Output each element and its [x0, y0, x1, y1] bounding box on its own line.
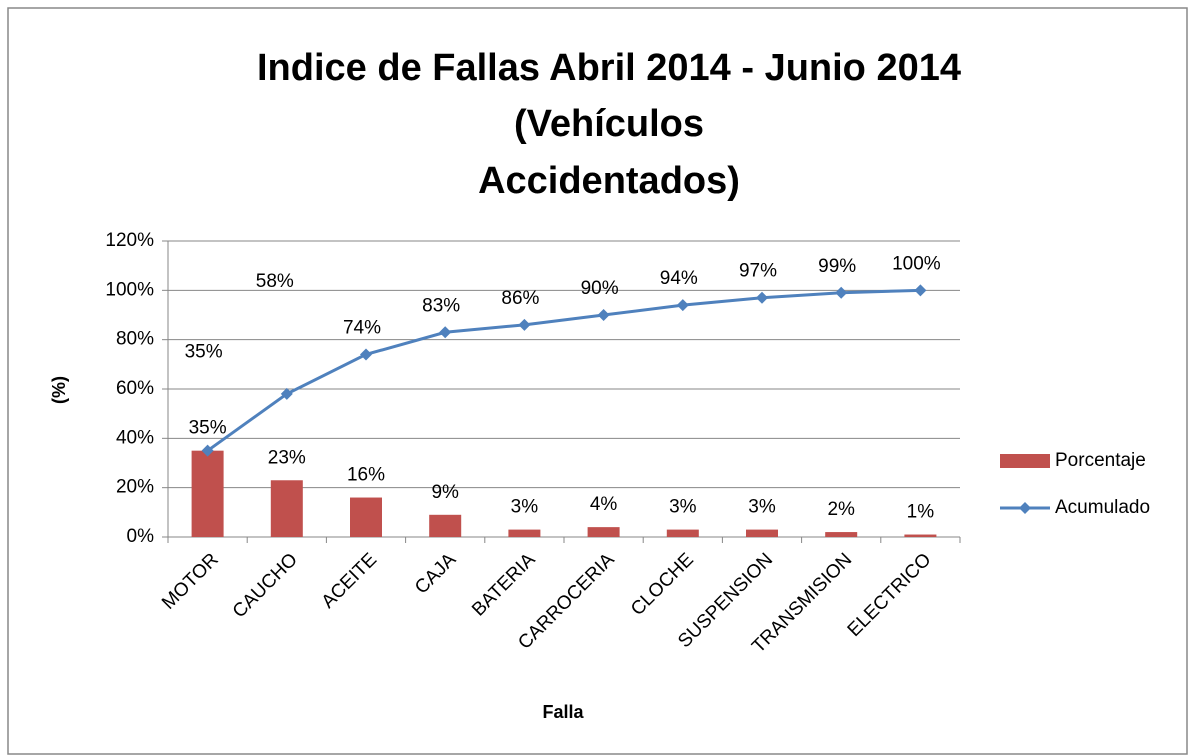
- line-marker: [597, 309, 610, 321]
- data-label: 1%: [907, 502, 935, 523]
- x-axis-title: Falla: [542, 702, 584, 722]
- line-marker: [756, 291, 768, 304]
- y-tick-label: 80%: [116, 329, 154, 350]
- legend-swatch: [1019, 502, 1031, 514]
- data-label: 94%: [660, 268, 698, 289]
- bar: [270, 480, 303, 537]
- y-tick-label: 40%: [116, 427, 154, 448]
- line-marker: [835, 286, 848, 299]
- data-label: 3%: [511, 497, 539, 518]
- data-label: 99%: [818, 256, 856, 277]
- y-tick-label: 0%: [127, 526, 155, 547]
- line-marker: [518, 318, 531, 331]
- data-label: 23%: [268, 447, 306, 468]
- y-tick-label: 60%: [116, 378, 154, 399]
- line-marker: [201, 444, 214, 457]
- bar: [666, 529, 699, 537]
- bar: [825, 532, 858, 537]
- line-marker: [914, 284, 927, 297]
- data-label: 83%: [422, 295, 460, 316]
- line-marker: [676, 299, 689, 312]
- line-marker: [280, 387, 293, 400]
- bar: [587, 527, 620, 537]
- bar: [746, 529, 778, 537]
- legend-label: Porcentaje: [1055, 450, 1146, 471]
- data-label: 74%: [343, 317, 381, 338]
- y-tick-label: 20%: [116, 477, 154, 498]
- legend-label: Acumulado: [1055, 497, 1150, 518]
- data-label: 3%: [669, 497, 697, 518]
- bar: [350, 497, 382, 537]
- bar: [191, 450, 224, 537]
- data-label: 35%: [189, 418, 227, 439]
- data-label: 90%: [581, 278, 619, 299]
- y-tick-label: 120%: [105, 230, 154, 251]
- data-label: 3%: [748, 497, 776, 518]
- chart-border: [7, 7, 1188, 755]
- data-label: 9%: [431, 482, 459, 503]
- line: [206, 288, 921, 452]
- chart-title: Indice de Fallas Abril 2014 - Junio 2014: [257, 47, 961, 89]
- bar: [904, 534, 937, 537]
- data-label: 16%: [347, 465, 385, 486]
- data-label: 58%: [256, 271, 294, 292]
- data-label: 86%: [501, 288, 539, 309]
- line-marker: [439, 326, 452, 339]
- data-label: 100%: [892, 253, 941, 274]
- chart-title: (Vehículos: [514, 103, 704, 145]
- data-label: 4%: [590, 494, 618, 515]
- data-label: 35%: [185, 342, 223, 363]
- bar: [429, 514, 462, 537]
- line-marker: [360, 348, 372, 361]
- legend-swatch: [1000, 454, 1050, 468]
- data-label: 2%: [827, 499, 855, 520]
- data-label: 97%: [739, 261, 777, 282]
- chart-title: Accidentados): [478, 160, 740, 202]
- bar: [508, 529, 541, 537]
- y-axis-title: (%): [49, 376, 69, 404]
- y-tick-label: 100%: [105, 279, 154, 300]
